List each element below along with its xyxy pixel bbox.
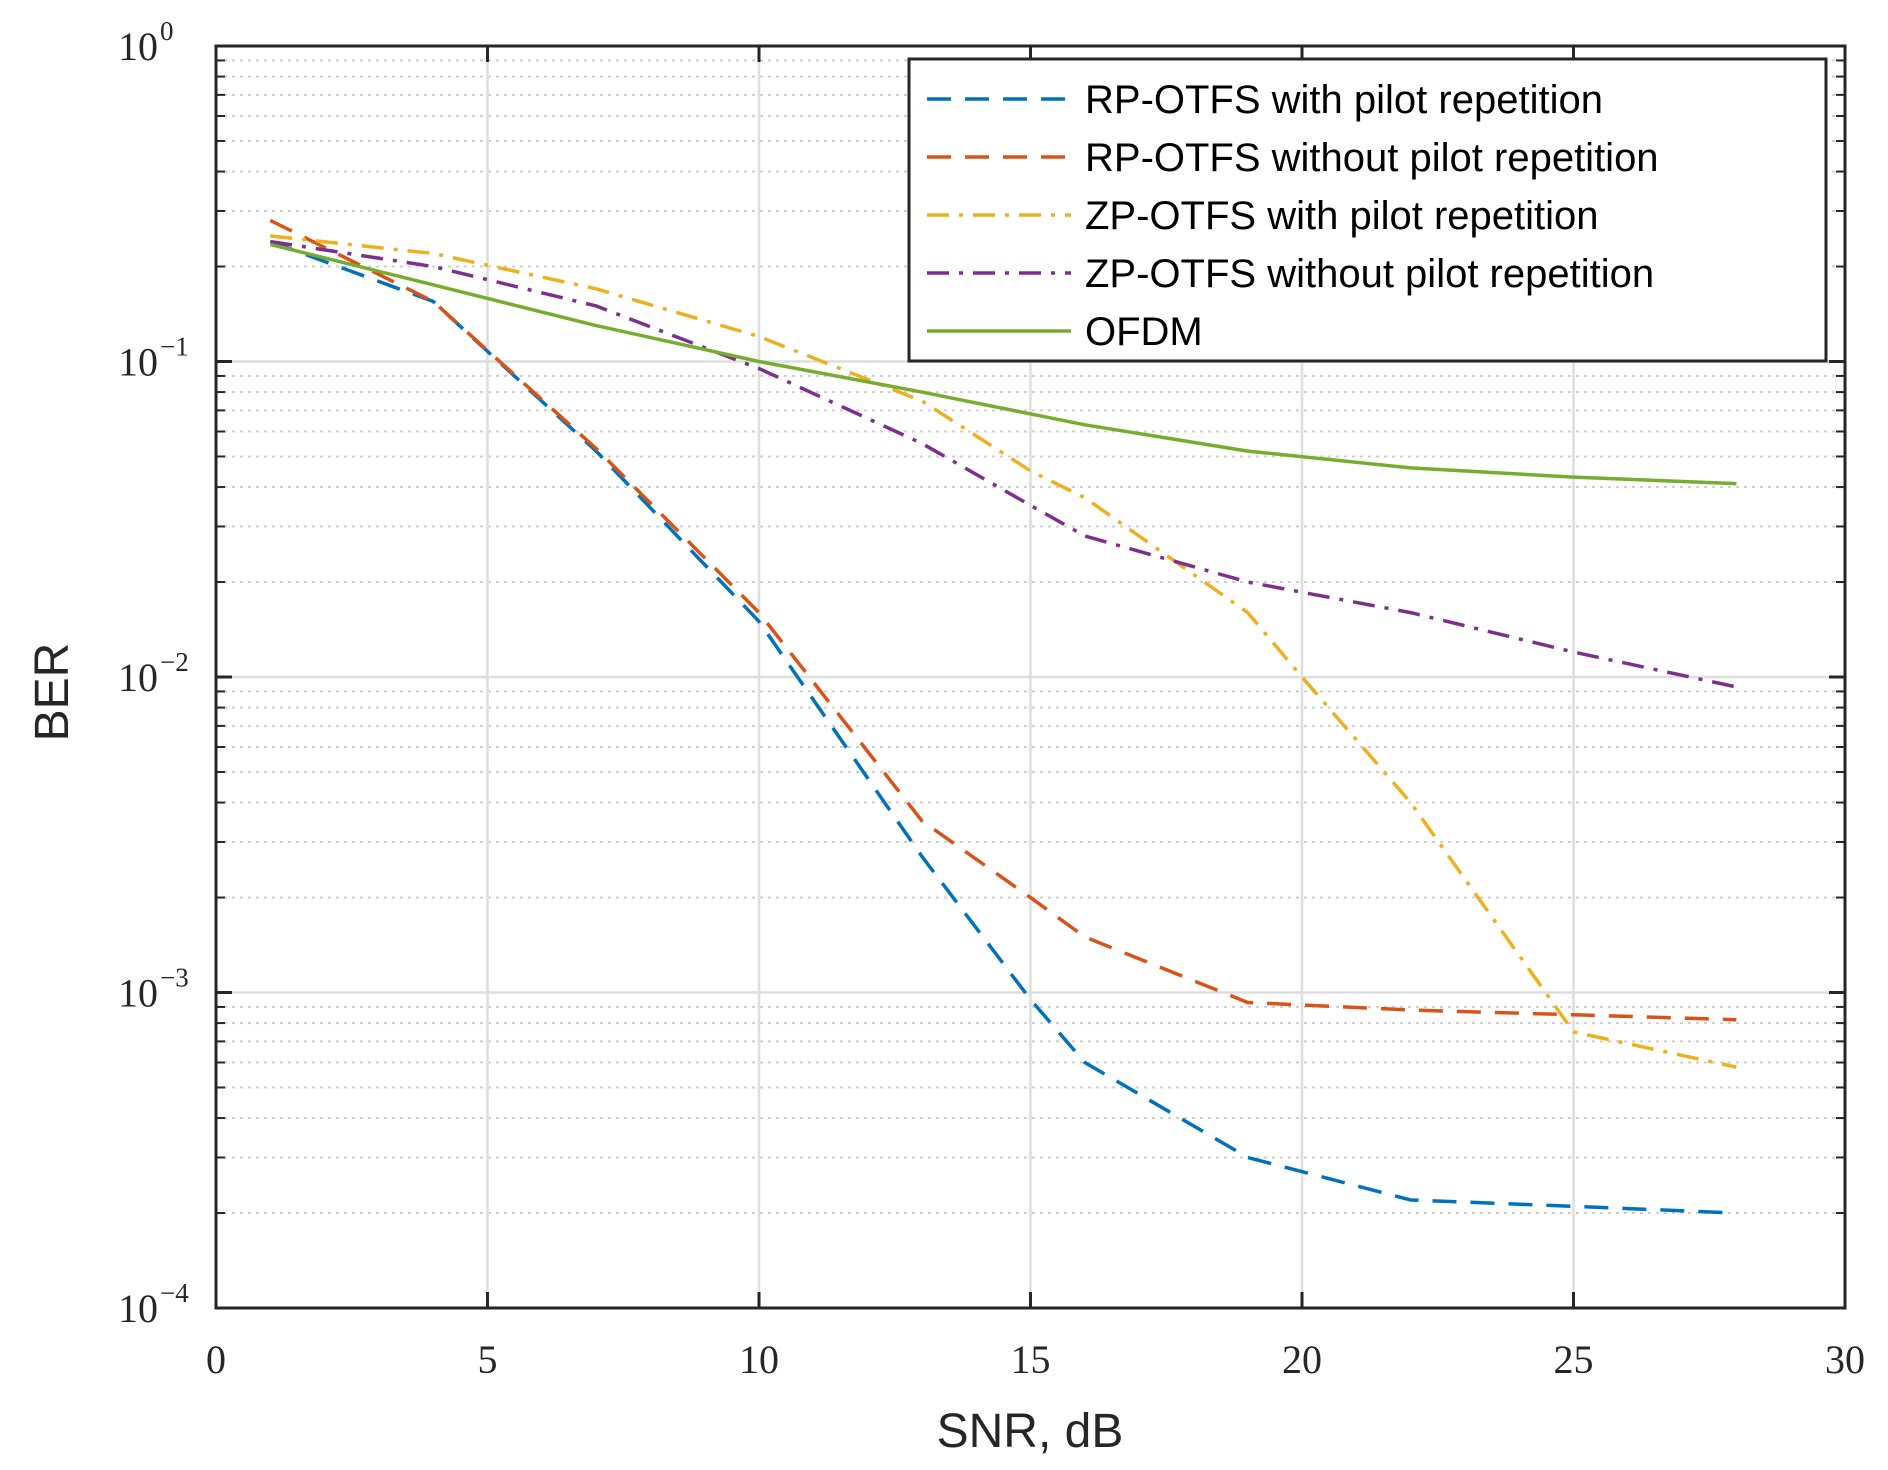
legend: RP-OTFS with pilot repetition RP-OTFS wit…	[907, 57, 1828, 363]
y-tick-exponent: −4	[160, 1278, 189, 1308]
y-tick-label: 10	[118, 340, 158, 385]
y-tick-label: 10	[118, 971, 158, 1016]
y-tick-exponent: 0	[160, 16, 174, 46]
x-tick-labels: 0 5 10 15 20 25 30	[206, 1337, 1865, 1382]
series-line-rp-otfs-with-pilot-repetition	[269, 239, 1737, 1215]
legend-entry: RP-OTFS with pilot repetition	[1085, 78, 1603, 122]
series-line-ofdm	[269, 242, 1737, 486]
series-layer	[269, 218, 1737, 1215]
series-line-rp-otfs-without-pilot-repetition	[269, 218, 1737, 1022]
x-tick-label: 10	[739, 1337, 779, 1382]
y-tick-exponent: −1	[160, 332, 189, 362]
x-tick-label: 20	[1282, 1337, 1322, 1382]
x-tick-label: 5	[478, 1337, 498, 1382]
y-tick-label: 10	[118, 1286, 158, 1331]
legend-box	[907, 57, 1828, 363]
legend-entry: OFDM	[1085, 310, 1203, 354]
x-tick-label: 25	[1554, 1337, 1594, 1382]
y-tick-exponent: −2	[160, 647, 189, 677]
y-tick-exponent: −3	[160, 963, 189, 993]
y-tick-label: 10	[118, 655, 158, 700]
series-line-zp-otfs-without-pilot-repetition	[270, 239, 1737, 689]
series-line-zp-otfs-with-pilot-repetition	[270, 234, 1737, 1069]
legend-entry: ZP-OTFS with pilot repetition	[1085, 194, 1599, 238]
legend-entry: ZP-OTFS without pilot repetition	[1085, 252, 1654, 296]
x-tick-label: 30	[1825, 1337, 1865, 1382]
y-tick-label: 10	[118, 24, 158, 69]
y-axis-label: BER	[26, 643, 79, 742]
x-axis-label: SNR, dB	[937, 1405, 1124, 1458]
x-tick-label: 0	[206, 1337, 226, 1382]
x-tick-label: 15	[1011, 1337, 1051, 1382]
legend-entry: RP-OTFS without pilot repetition	[1085, 136, 1659, 180]
